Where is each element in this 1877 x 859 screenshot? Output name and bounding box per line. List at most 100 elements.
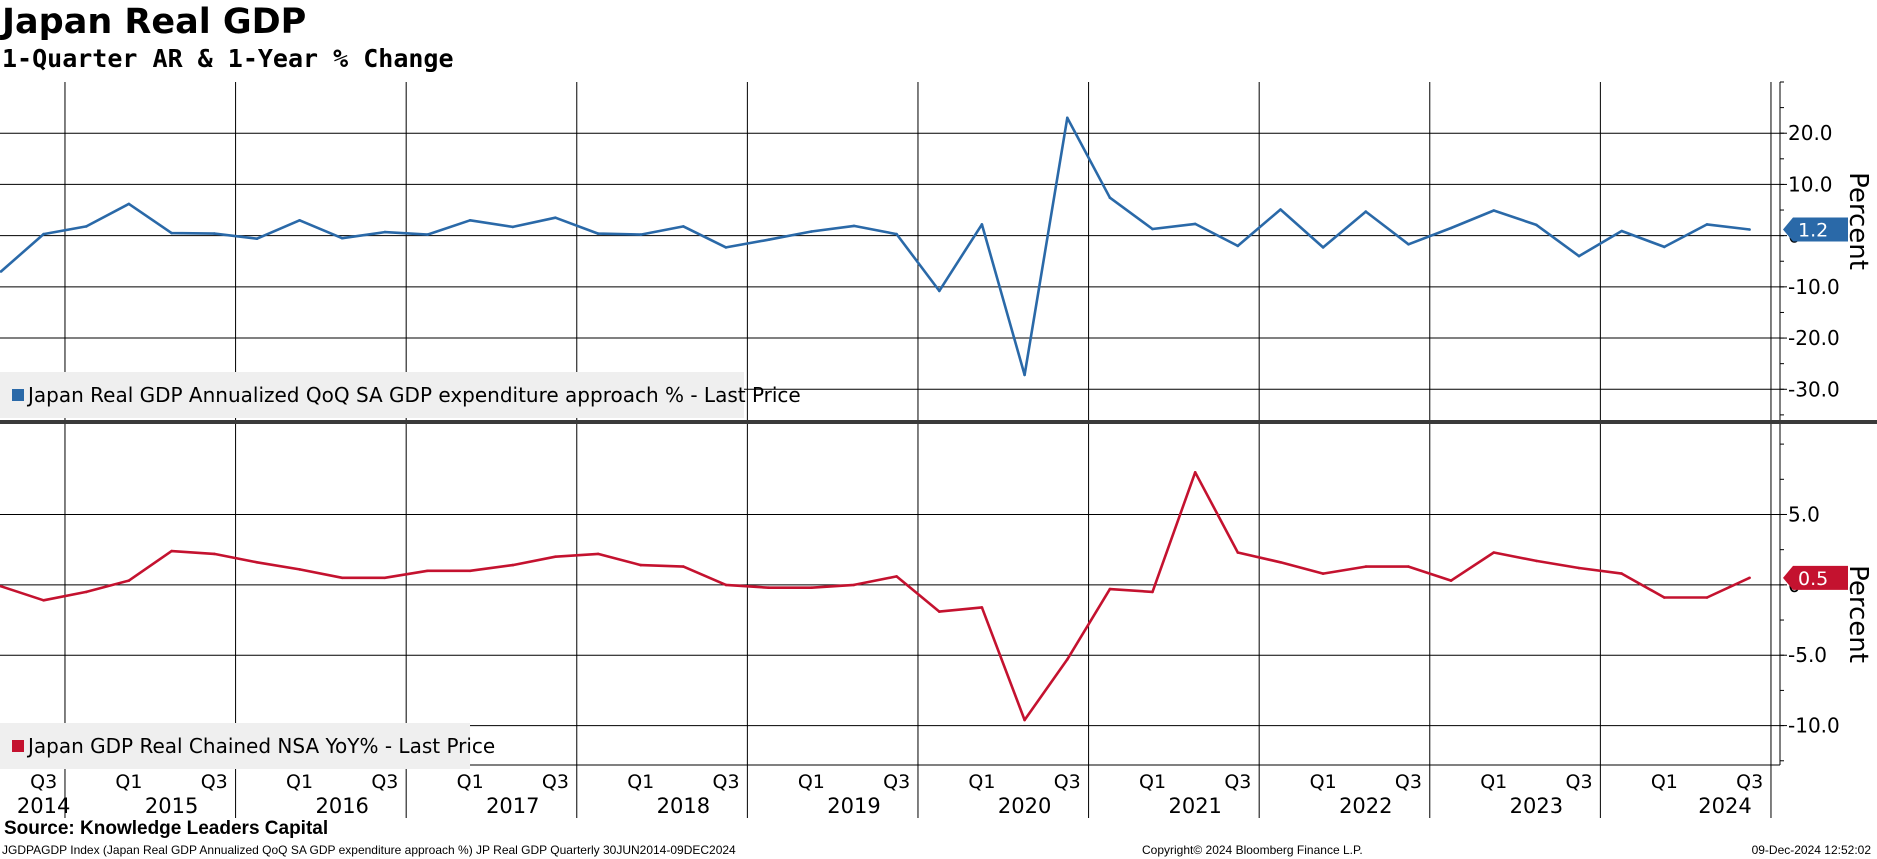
legend-swatch-bottom: [12, 740, 24, 752]
data-point-bottom: [511, 563, 515, 567]
legend-layer: Japan Real GDP Annualized QoQ SA GDP exp…: [0, 372, 801, 769]
data-point-top: [938, 289, 941, 293]
x-quarter-label: Q1: [1480, 771, 1507, 793]
data-point-top: [1407, 243, 1410, 246]
data-point-top: [980, 223, 984, 226]
panel-separator: [0, 420, 1877, 424]
data-point-top: [895, 232, 898, 236]
data-point-top: [1279, 208, 1282, 211]
data-point-bottom: [596, 552, 600, 556]
axis-layer: 20.010.00-10.0-20.0-30.01.2Percent5.00-5…: [0, 81, 1877, 818]
x-quarter-label: Q3: [1224, 771, 1251, 793]
x-year-label: 2018: [657, 794, 710, 818]
data-point-bottom: [1066, 658, 1069, 661]
y-axis-title-top: Percent: [1843, 172, 1873, 270]
data-point-bottom: [810, 586, 813, 589]
data-point-bottom: [980, 606, 984, 609]
y-tick-label-top: 20.0: [1788, 121, 1833, 145]
data-point-top: [724, 246, 728, 249]
chart-title: Japan Real GDP: [2, 2, 307, 42]
x-year-label: 2015: [145, 794, 198, 818]
y-tick-label-bottom: -10.0: [1788, 714, 1840, 738]
last-value-tag-top: [1783, 217, 1848, 242]
data-point-top: [1108, 196, 1112, 199]
data-point-bottom: [170, 549, 173, 553]
data-point-top: [468, 219, 472, 222]
data-point-bottom: [938, 610, 941, 613]
data-point-bottom: [1108, 587, 1112, 591]
data-point-bottom: [0, 585, 3, 588]
data-point-bottom: [426, 569, 429, 573]
x-year-label: 2014: [17, 794, 70, 818]
x-quarter-label: Q3: [1566, 771, 1593, 793]
x-quarter-label: Q3: [1395, 771, 1422, 793]
y-tick-label-bottom: 5.0: [1788, 502, 1820, 526]
data-point-top: [511, 225, 515, 229]
data-point-bottom: [1748, 576, 1751, 580]
data-point-bottom: [1193, 471, 1197, 474]
x-quarter-label: Q1: [457, 771, 484, 793]
data-point-bottom: [767, 586, 770, 589]
data-point-bottom: [1663, 596, 1666, 599]
data-point-top: [383, 230, 387, 234]
data-point-top: [639, 233, 643, 236]
data-point-top: [767, 238, 770, 241]
x-year-label: 2021: [1168, 794, 1221, 818]
grid-layer: [0, 82, 1780, 765]
data-point-top: [127, 202, 131, 206]
x-year-label: 2016: [315, 794, 368, 818]
last-value-tag-bottom: [1783, 565, 1848, 590]
x-quarter-label: Q3: [542, 771, 569, 793]
data-point-top: [1577, 254, 1581, 258]
data-point-bottom: [1577, 566, 1581, 570]
data-point-bottom: [1279, 561, 1282, 564]
x-quarter-label: Q1: [286, 771, 313, 793]
x-year-label: 2023: [1510, 794, 1563, 818]
data-point-top: [0, 270, 3, 273]
data-point-bottom: [255, 561, 259, 564]
x-year-label: 2017: [486, 794, 539, 818]
x-quarter-label: Q1: [1139, 771, 1166, 793]
x-quarter-label: Q3: [30, 771, 57, 793]
data-point-bottom: [554, 555, 557, 558]
data-point-top: [1449, 226, 1453, 230]
data-point-top: [1663, 245, 1666, 249]
data-point-top: [85, 225, 88, 228]
data-point-bottom: [85, 590, 88, 594]
legend-swatch-top: [12, 389, 24, 401]
data-point-bottom: [213, 552, 216, 556]
data-point-bottom: [127, 579, 131, 582]
x-quarter-label: Q3: [371, 771, 398, 793]
data-point-top: [255, 237, 259, 240]
footer-timestamp: 09-Dec-2024 12:52:02: [1751, 843, 1871, 857]
data-point-top: [554, 216, 557, 219]
footer-copyright: Copyright© 2024 Bloomberg Finance L.P.: [1142, 843, 1363, 857]
data-point-bottom: [724, 583, 728, 587]
x-quarter-label: Q1: [1310, 771, 1337, 793]
data-point-top: [1193, 222, 1197, 226]
data-point-top: [596, 232, 600, 235]
data-point-top: [810, 230, 813, 233]
x-quarter-label: Q3: [1054, 771, 1081, 793]
data-point-bottom: [298, 568, 301, 571]
series-layer: [0, 116, 1751, 722]
data-point-top: [298, 219, 301, 222]
data-point-top: [1023, 373, 1026, 377]
data-point-bottom: [1151, 590, 1154, 594]
x-year-label: 2019: [827, 794, 880, 818]
data-point-bottom: [1705, 596, 1709, 599]
data-point-bottom: [383, 576, 387, 580]
data-point-top: [340, 236, 344, 240]
last-value-label-top: 1.2: [1798, 219, 1828, 241]
data-point-top: [1535, 223, 1538, 227]
x-quarter-label: Q1: [627, 771, 654, 793]
data-point-bottom: [1321, 572, 1325, 575]
x-quarter-label: Q1: [115, 771, 142, 793]
data-point-bottom: [682, 565, 685, 568]
series-line-bottom: [0, 470, 1751, 722]
y-tick-label-bottom: -5.0: [1788, 643, 1827, 667]
data-point-bottom: [42, 599, 45, 602]
x-quarter-label: Q3: [713, 771, 740, 793]
data-point-bottom: [1449, 579, 1453, 582]
